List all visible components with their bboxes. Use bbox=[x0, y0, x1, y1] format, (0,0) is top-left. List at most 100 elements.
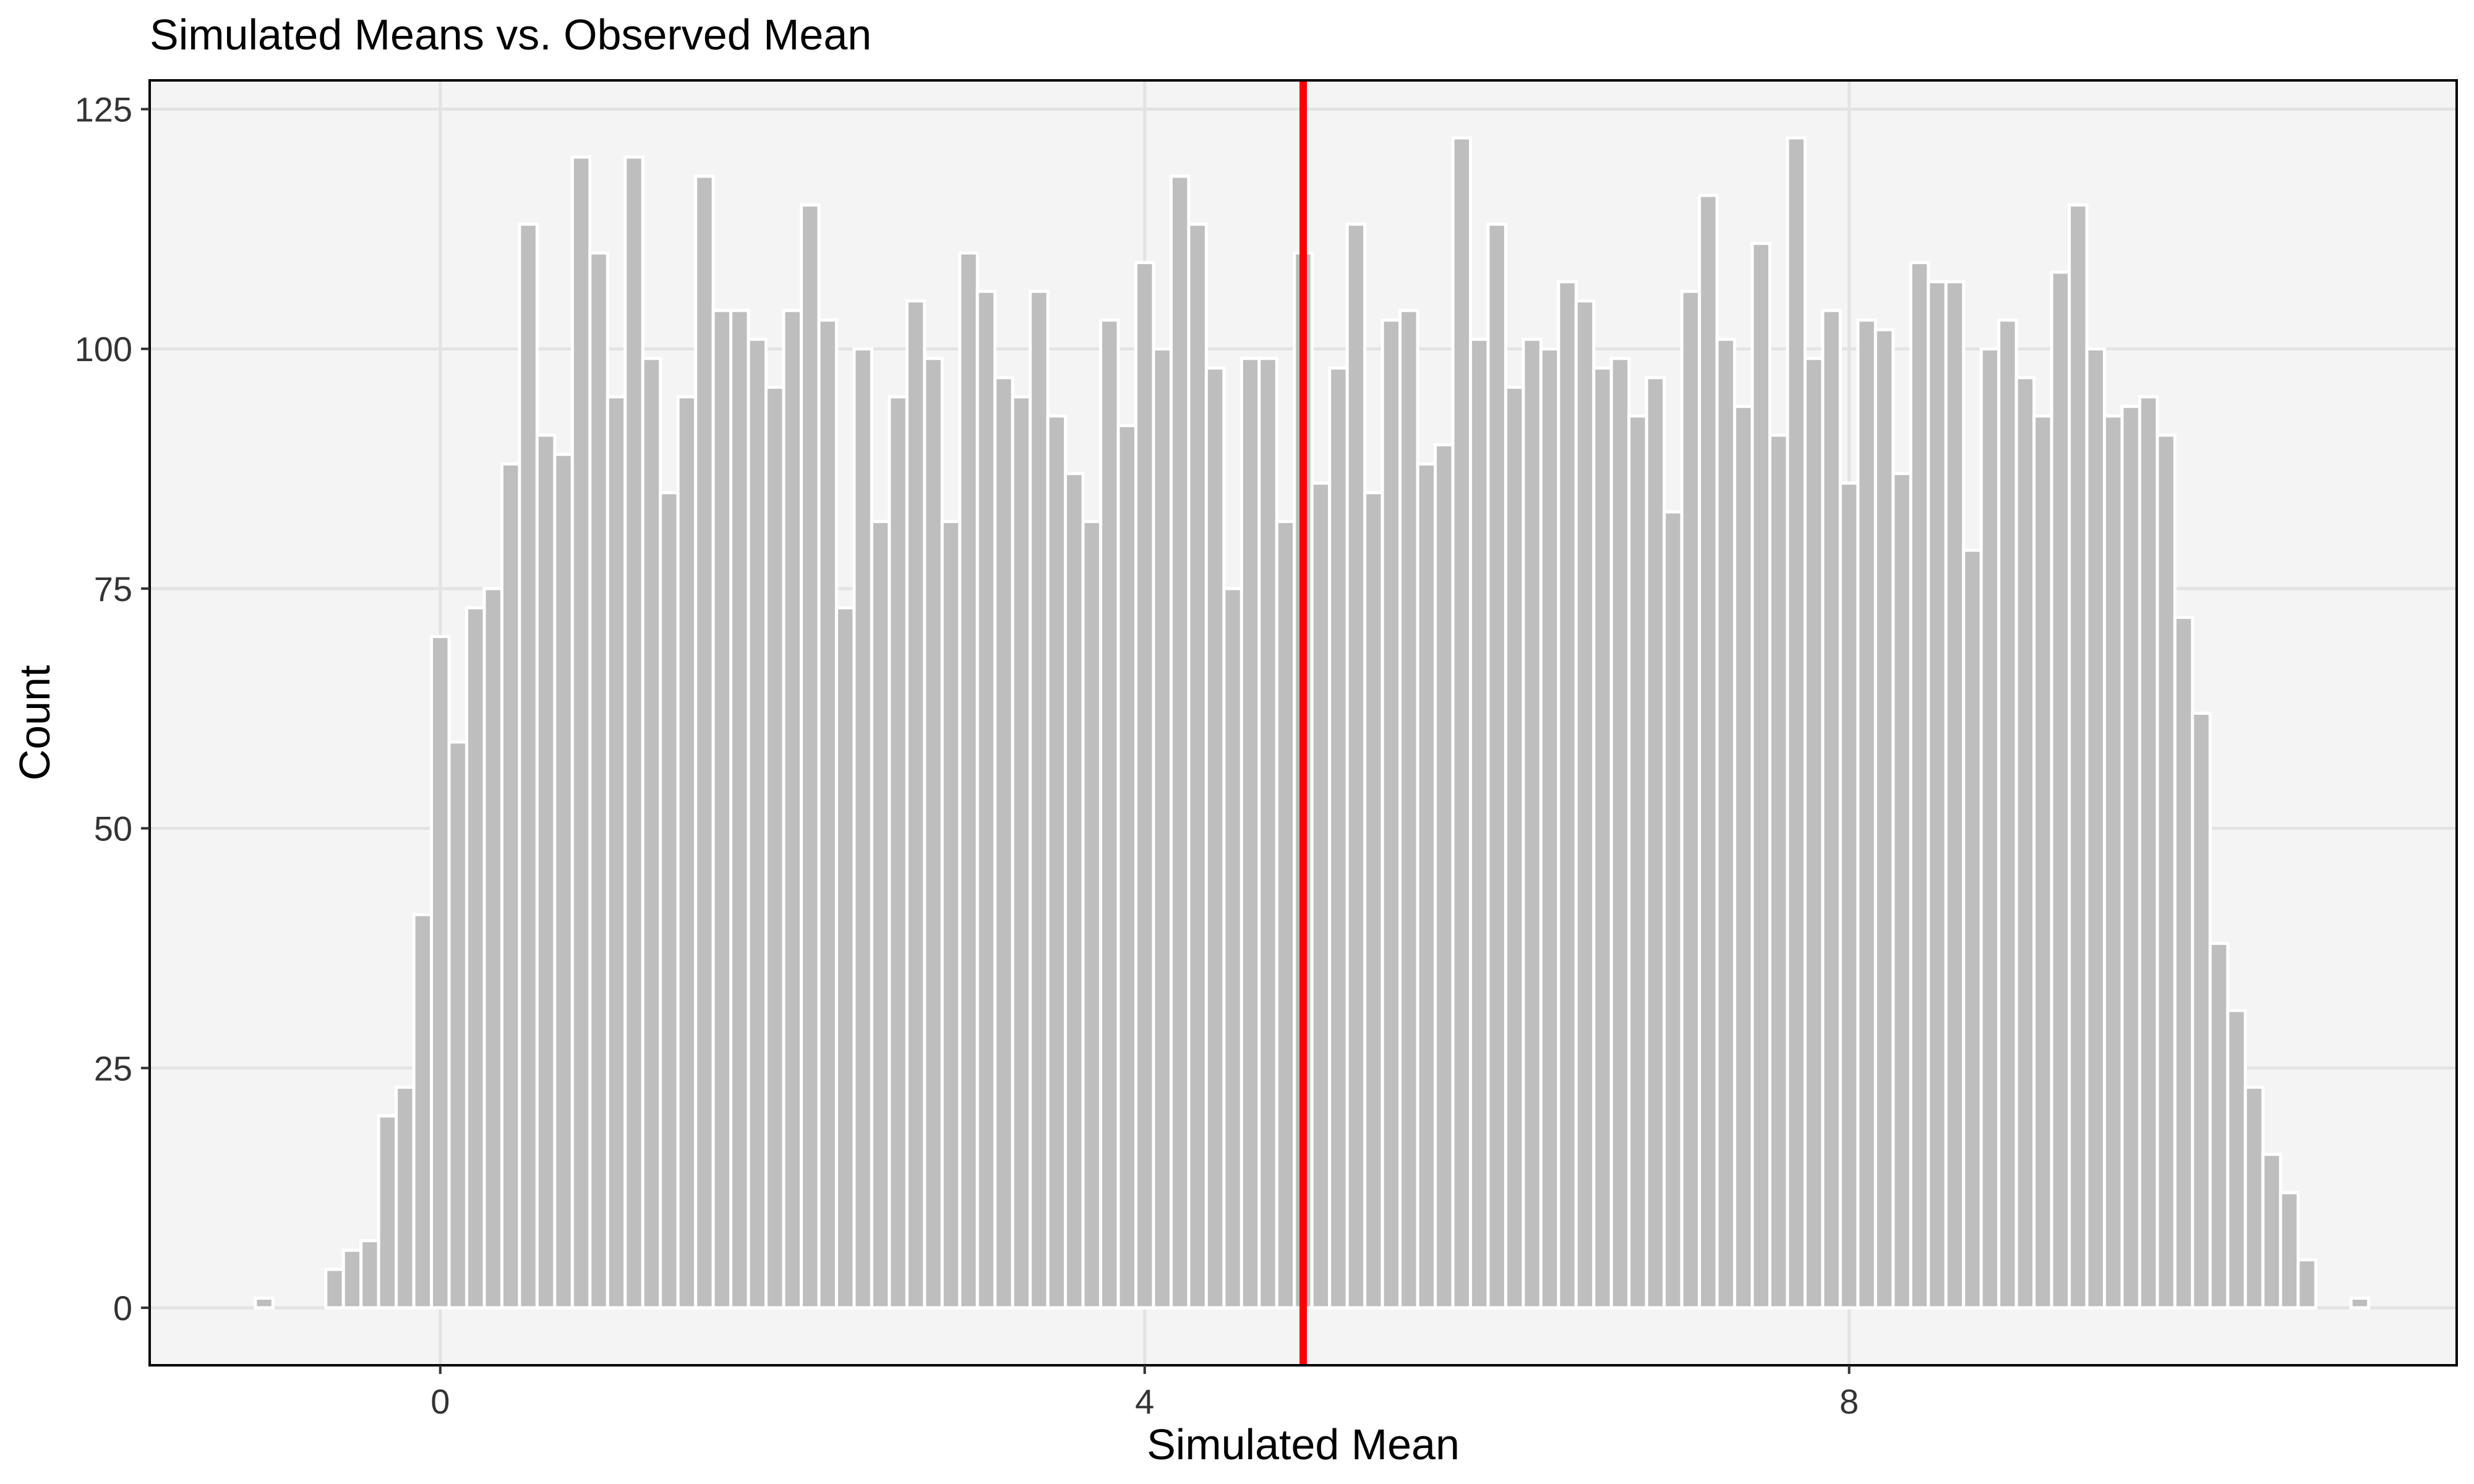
histogram-bar bbox=[2296, 1258, 2318, 1310]
x-tick-label: 0 bbox=[430, 1382, 450, 1421]
histogram-bar bbox=[1363, 491, 1384, 1310]
histogram-bar bbox=[676, 395, 698, 1310]
histogram-bar bbox=[729, 309, 750, 1310]
histogram-bar bbox=[2103, 414, 2124, 1310]
histogram-bar bbox=[870, 519, 891, 1310]
histogram-bar bbox=[2208, 942, 2230, 1310]
histogram-bar bbox=[377, 1114, 398, 1310]
histogram-bar bbox=[888, 395, 909, 1310]
histogram-bar bbox=[465, 606, 486, 1310]
histogram-bar bbox=[1750, 242, 1772, 1310]
histogram-bar bbox=[359, 1239, 380, 1310]
histogram-bar bbox=[1328, 366, 1349, 1310]
histogram-bar bbox=[535, 433, 557, 1310]
histogram-bar bbox=[1768, 433, 1789, 1310]
histogram-bar bbox=[1486, 223, 1507, 1310]
y-axis: 0 25 50 75 100 125 bbox=[75, 90, 150, 1328]
histogram-bar bbox=[1064, 472, 1085, 1310]
histogram-bar bbox=[2261, 1153, 2282, 1310]
histogram-bar bbox=[659, 491, 680, 1310]
histogram-bar bbox=[817, 318, 838, 1310]
histogram-bar bbox=[1574, 299, 1596, 1310]
histogram-bar bbox=[1927, 280, 1948, 1310]
histogram-bar bbox=[1187, 223, 1208, 1310]
panel-border bbox=[148, 79, 2458, 1367]
histogram-bar bbox=[1891, 472, 1912, 1310]
histogram-bar bbox=[1434, 443, 1455, 1310]
histogram-bar bbox=[1609, 357, 1631, 1310]
histogram-bar bbox=[2014, 376, 2036, 1310]
histogram-bar bbox=[1962, 548, 1983, 1310]
histogram-bar bbox=[1046, 414, 1068, 1310]
histogram-bar bbox=[500, 462, 521, 1310]
histogram-bar bbox=[1134, 261, 1155, 1310]
histogram-bar bbox=[1398, 309, 1419, 1310]
histogram-bar bbox=[747, 338, 768, 1310]
histogram-bar bbox=[800, 203, 821, 1310]
histogram-bar bbox=[1715, 338, 1737, 1310]
histogram-bar bbox=[1979, 347, 2001, 1310]
histogram-bar bbox=[1944, 280, 1966, 1310]
histogram-bar bbox=[1416, 462, 1437, 1310]
histogram-bar bbox=[1522, 338, 1543, 1310]
y-tick-label: 100 bbox=[75, 330, 132, 369]
y-axis-title: Count bbox=[11, 665, 59, 781]
y-tick-label: 0 bbox=[113, 1289, 132, 1328]
histogram-bar bbox=[711, 309, 733, 1310]
histogram-bar bbox=[1873, 328, 1895, 1310]
histogram-bar bbox=[254, 1296, 275, 1310]
histogram-bar bbox=[1169, 174, 1191, 1310]
histogram-bar bbox=[2243, 1085, 2265, 1310]
histogram-bar bbox=[2349, 1296, 2371, 1310]
histogram-bar bbox=[1257, 357, 1278, 1310]
histogram-bar bbox=[993, 376, 1014, 1310]
histogram-bar bbox=[1539, 347, 1560, 1310]
histogram-bar bbox=[2173, 615, 2194, 1310]
histogram-bar bbox=[1275, 519, 1296, 1310]
histogram-bar bbox=[1345, 223, 1367, 1310]
histogram-bar bbox=[570, 155, 592, 1310]
histogram-bar bbox=[1838, 481, 1860, 1310]
histogram-bar bbox=[588, 251, 609, 1310]
histogram-bar bbox=[852, 347, 873, 1310]
histogram-bar bbox=[1663, 510, 1684, 1310]
histogram-bar bbox=[1222, 587, 1243, 1310]
histogram-bar bbox=[1239, 357, 1261, 1310]
histogram-bar bbox=[1152, 347, 1173, 1310]
histogram-bar bbox=[553, 453, 574, 1310]
histogram-bar bbox=[341, 1248, 363, 1310]
histogram-bar bbox=[1592, 366, 1613, 1310]
histogram-bar bbox=[782, 309, 803, 1310]
histogram-bar bbox=[1504, 385, 1525, 1310]
histogram-bar bbox=[1786, 136, 1807, 1310]
histogram-bar bbox=[2155, 433, 2177, 1310]
histogram-bar bbox=[1011, 395, 1032, 1310]
histogram-bar bbox=[940, 519, 962, 1310]
histogram-bar bbox=[923, 357, 944, 1310]
histogram-bar bbox=[412, 913, 434, 1310]
histogram-bar bbox=[2226, 1009, 2247, 1310]
histogram-bar bbox=[1698, 194, 1719, 1310]
histogram-bar bbox=[395, 1085, 416, 1310]
histogram-bar bbox=[324, 1268, 345, 1310]
histogram-bar bbox=[694, 174, 715, 1310]
y-tick-label: 25 bbox=[94, 1049, 132, 1088]
histogram-bar bbox=[518, 223, 539, 1310]
histogram-bar bbox=[1557, 280, 1578, 1310]
histogram-bar bbox=[905, 299, 927, 1310]
y-tick-label: 50 bbox=[94, 809, 132, 848]
histogram-bar bbox=[606, 395, 627, 1310]
x-tick-label: 4 bbox=[1135, 1382, 1154, 1421]
histogram-bar bbox=[2068, 203, 2089, 1310]
y-tick-label: 125 bbox=[75, 90, 132, 129]
x-axis-title: Simulated Mean bbox=[1147, 1420, 1460, 1469]
histogram-bar bbox=[1081, 519, 1103, 1310]
histogram-bar bbox=[2050, 270, 2071, 1310]
histogram-bar bbox=[834, 606, 856, 1310]
histogram-bar bbox=[1680, 289, 1701, 1310]
y-tick-label: 75 bbox=[94, 569, 132, 608]
histogram-bar bbox=[1029, 289, 1050, 1310]
histogram-bar bbox=[1310, 481, 1332, 1310]
histogram-bar bbox=[2120, 404, 2141, 1310]
